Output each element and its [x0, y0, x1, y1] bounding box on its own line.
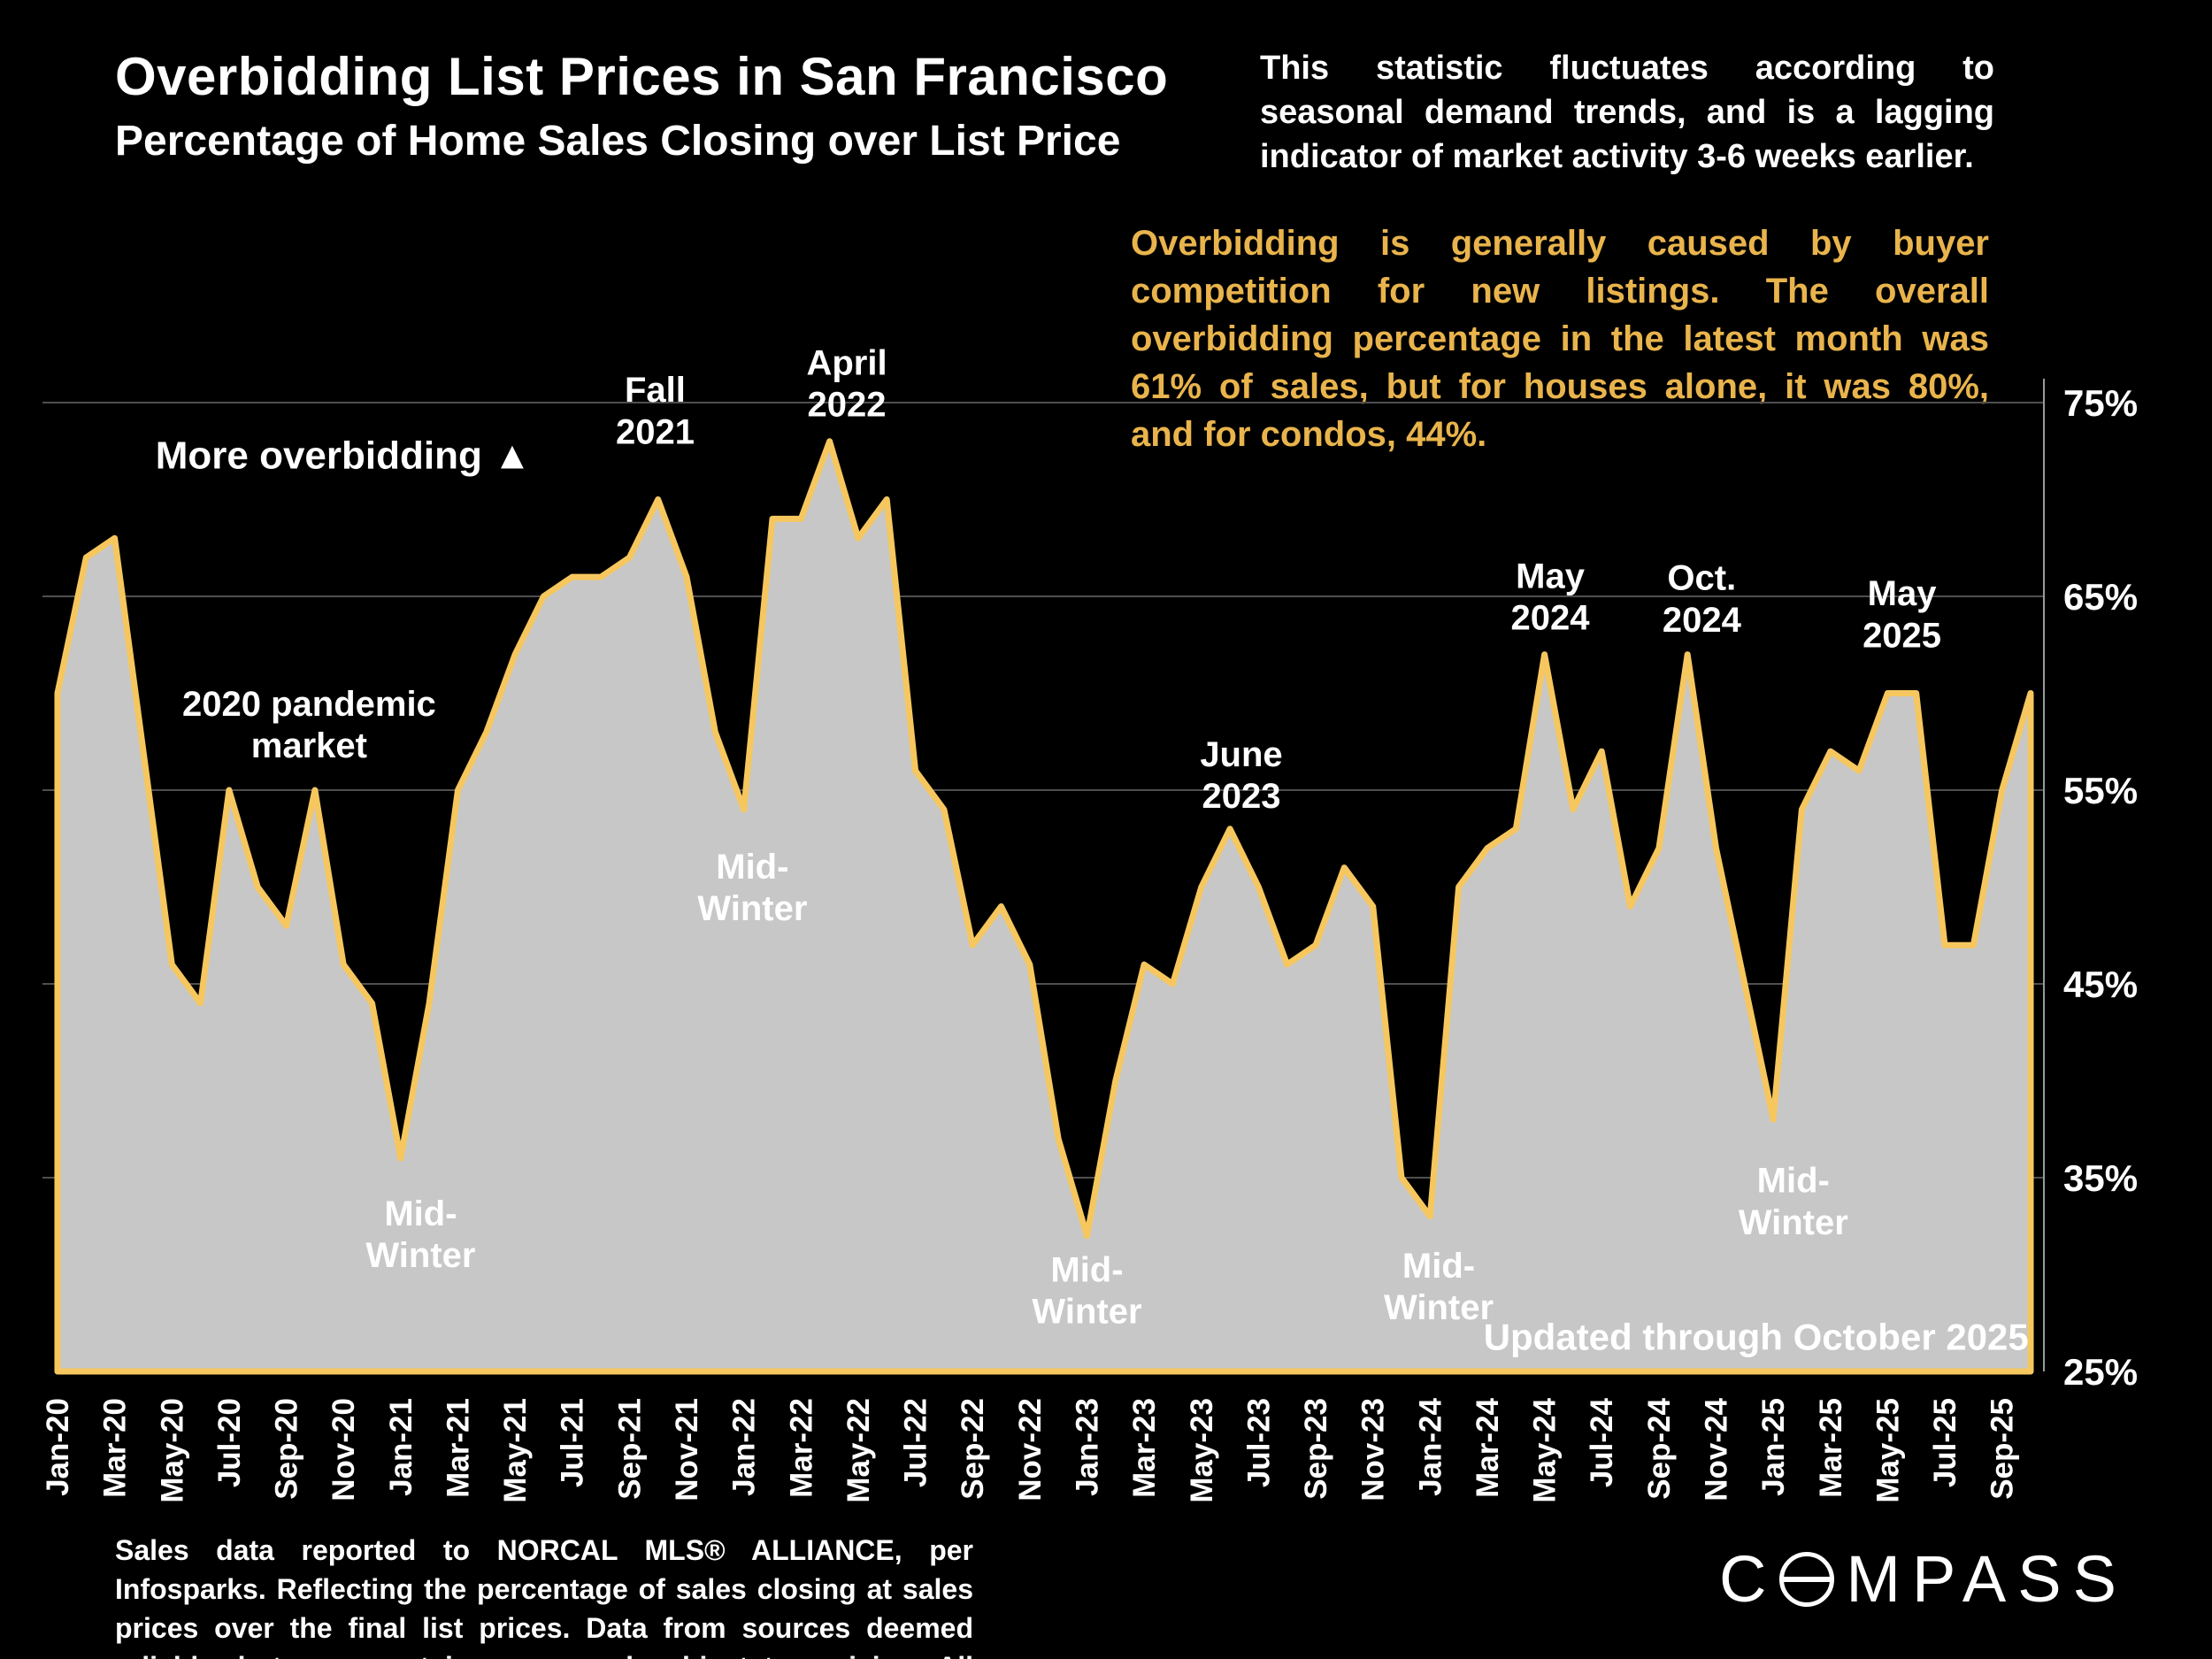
x-axis-label: May-21 [498, 1398, 533, 1503]
compass-logo: C MPASS [1719, 1541, 2128, 1617]
x-axis-label: Jul-22 [899, 1398, 933, 1487]
x-axis-label: Nov-22 [1013, 1398, 1048, 1502]
chart-annotation: 2020 pandemic market [182, 685, 436, 765]
x-axis-label: Mar-23 [1127, 1398, 1162, 1498]
overbidding-area-chart: 25% 35% 45% 55% 65% 75% Jan-20 Mar-20 May-20 Jul-… [35, 292, 2177, 1531]
x-axis-label: Jan-23 [1070, 1398, 1104, 1496]
overbidding-note: Overbidding is generally caused by buyer… [1131, 224, 1989, 454]
x-axis-label: May-22 [841, 1398, 876, 1503]
x-axis-label: Sep-23 [1299, 1398, 1333, 1500]
x-axis-label: May-20 [155, 1398, 189, 1503]
y-axis-label: 35% [2063, 1157, 2138, 1199]
chart-annotation: April 2022 [806, 344, 887, 425]
chart-annotation: June 2023 [1200, 735, 1282, 816]
x-axis-label: Jan-25 [1756, 1398, 1791, 1496]
x-axis-label: Jan-20 [41, 1398, 75, 1496]
x-axis-label: Nov-21 [670, 1398, 704, 1502]
chart-annotation: Mid-Winter [697, 848, 807, 928]
compass-logo-mpass: MPASS [1846, 1542, 2128, 1616]
x-axis-label: Jan-24 [1413, 1397, 1448, 1495]
x-axis-label: Sep-21 [612, 1398, 647, 1500]
y-axis-label: 55% [2063, 770, 2138, 811]
chart-annotation: May 2024 [1511, 557, 1591, 637]
chart-annotation: Mid-Winter [1739, 1162, 1848, 1242]
seasonal-note: This statistic fluctuates according to s… [1260, 50, 1994, 176]
page-subtitle: Percentage of Home Sales Closing over Li… [115, 118, 1121, 165]
x-axis-label: Jan-21 [384, 1398, 419, 1496]
chart-annotation: More overbidding ▲ [156, 434, 532, 478]
y-axis-label: 45% [2063, 964, 2138, 1005]
x-axis-label: Jul-24 [1585, 1397, 1619, 1487]
y-axis-label: 65% [2063, 576, 2138, 618]
x-axis-label: Jul-20 [212, 1398, 247, 1487]
x-axis-label: Mar-22 [784, 1398, 818, 1498]
x-axis-label: Nov-20 [326, 1398, 361, 1502]
compass-o-icon [1779, 1551, 1835, 1607]
x-axis-label: Sep-20 [270, 1398, 304, 1500]
source-note: Sales data reported to NORCAL MLS® ALLIA… [115, 1534, 973, 1659]
compass-logo-c: C [1718, 1542, 1778, 1616]
x-axis-label: Nov-24 [1699, 1397, 1733, 1501]
x-axis-label: Mar-21 [441, 1398, 475, 1498]
x-axis-label: Jan-22 [727, 1398, 762, 1496]
x-axis-label: May-24 [1528, 1397, 1563, 1502]
area-series [54, 438, 2034, 1375]
chart-svg: 25% 35% 45% 55% 65% 75% Jan-20 Mar-20 May-20 Jul-… [41, 344, 2138, 1503]
x-axis-label: Mar-20 [98, 1398, 133, 1498]
chart-annotation: Mid-Winter [365, 1194, 475, 1275]
chart-annotation: Mid-Winter [1384, 1247, 1494, 1327]
x-axis-label: Nov-23 [1356, 1398, 1391, 1502]
x-axis-label: Jul-25 [1928, 1398, 1962, 1487]
x-axis-label: Sep-22 [956, 1398, 990, 1500]
chart-annotation: Oct. 2024 [1663, 559, 1742, 640]
x-axis-label: May-23 [1185, 1398, 1219, 1503]
x-axis-label: Sep-24 [1642, 1397, 1677, 1499]
x-axis-label: Jul-21 [556, 1398, 590, 1487]
y-axis-label: 25% [2063, 1351, 2138, 1393]
y-axis-label: 75% [2063, 382, 2138, 424]
chart-annotation: Updated through October 2025 [1484, 1316, 2029, 1357]
chart-annotation: Mid-Winter [1032, 1250, 1141, 1331]
x-axis-label: Sep-25 [1985, 1398, 2020, 1500]
x-axis-label: Mar-24 [1471, 1397, 1505, 1497]
x-axis-label: Jul-23 [1241, 1398, 1276, 1487]
x-axis-label: Mar-25 [1814, 1398, 1848, 1498]
chart-annotation: May 2025 [1863, 574, 1941, 655]
x-axis-label: May-25 [1870, 1398, 1905, 1503]
chart-annotation: Fall 2021 [616, 371, 695, 451]
page-title: Overbidding List Prices in San Francisco [115, 47, 1169, 106]
